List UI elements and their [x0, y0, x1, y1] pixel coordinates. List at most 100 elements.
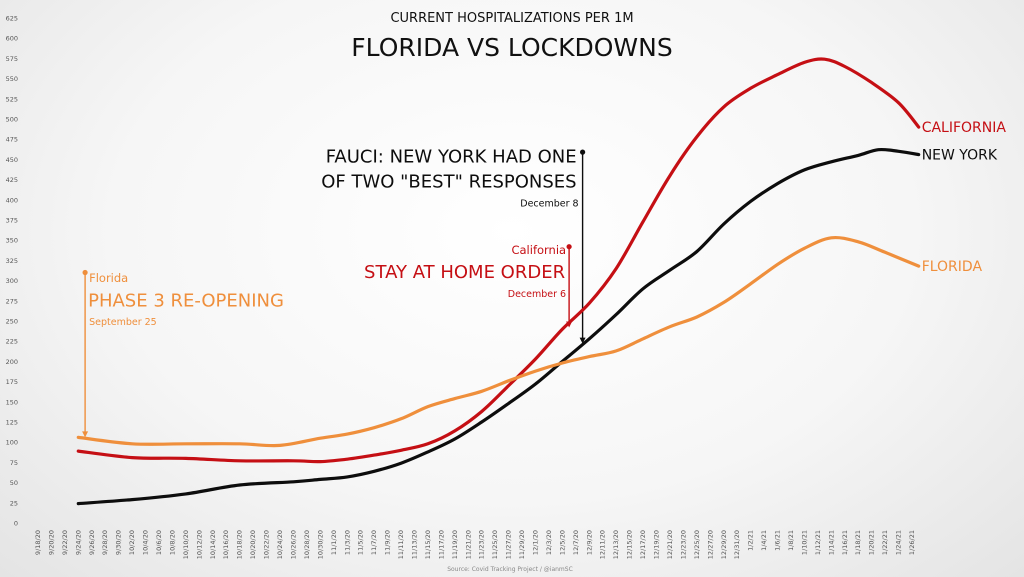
y-tick-label: 100 — [6, 439, 18, 447]
x-tick-label: 12/17/20 — [639, 530, 647, 559]
x-tick-label: 1/14/21 — [827, 530, 835, 555]
annotation-dot — [566, 244, 572, 250]
y-tick-label: 350 — [6, 237, 18, 245]
x-tick-label: 9/20/20 — [47, 530, 55, 555]
y-tick-label: 50 — [10, 479, 18, 487]
x-tick-label: 1/2/21 — [747, 530, 755, 551]
annotation-arrowhead — [579, 337, 586, 344]
x-tick-label: 11/25/20 — [491, 530, 499, 559]
x-tick-label: 10/12/20 — [195, 530, 203, 559]
annotation-note: September 25 — [89, 317, 157, 328]
y-tick-label: 275 — [6, 297, 18, 305]
x-tick-label: 12/9/20 — [585, 530, 593, 555]
x-tick-label: 12/27/20 — [706, 530, 714, 559]
x-tick-label: 10/22/20 — [263, 530, 271, 559]
annotation-headline: STAY AT HOME ORDER — [364, 262, 565, 283]
x-tick-label: 9/30/20 — [115, 530, 123, 555]
annotation-note: December 8 — [520, 198, 578, 209]
x-tick-label: 1/10/21 — [800, 530, 808, 555]
y-tick-label: 125 — [6, 419, 18, 427]
x-tick-label: 1/20/21 — [868, 530, 876, 555]
x-tick-label: 1/22/21 — [881, 530, 889, 555]
annotation-arrowhead — [82, 431, 89, 438]
y-tick-label: 200 — [6, 358, 18, 366]
x-tick-label: 12/5/20 — [558, 530, 566, 555]
y-tick-label: 225 — [6, 338, 18, 346]
x-tick-label: 9/28/20 — [101, 530, 109, 555]
x-tick-label: 11/1/20 — [330, 530, 338, 555]
x-tick-label: 10/18/20 — [236, 530, 244, 559]
x-tick-label: 1/24/21 — [895, 530, 903, 555]
x-tick-label: 9/22/20 — [61, 530, 69, 555]
y-tick-label: 250 — [6, 318, 18, 326]
x-tick-label: 12/29/20 — [720, 530, 728, 559]
series-line-california — [76, 57, 921, 464]
y-tick-label: 400 — [6, 196, 18, 204]
x-tick-label: 11/15/20 — [424, 530, 432, 559]
y-tick-label: 550 — [6, 75, 18, 83]
y-tick-label: 575 — [6, 55, 18, 63]
x-tick-label: 1/4/21 — [760, 530, 768, 551]
x-tick-label: 12/3/20 — [545, 530, 553, 555]
y-tick-label: 625 — [6, 15, 18, 23]
x-tick-label: 1/6/21 — [774, 530, 782, 551]
x-tick-label: 11/19/20 — [451, 530, 459, 559]
x-tick-label: 10/4/20 — [142, 530, 150, 555]
y-tick-label: 175 — [6, 378, 18, 386]
y-tick-label: 25 — [10, 499, 18, 507]
x-tick-label: 1/18/21 — [854, 530, 862, 555]
y-tick-label: 450 — [6, 156, 18, 164]
y-tick-label: 325 — [6, 257, 18, 265]
y-axis: 0 25 50 75 100 125 150 175 200 225 250 275 300 325 350… — [6, 15, 18, 528]
y-tick-label: 500 — [6, 116, 18, 124]
x-tick-label: 11/29/20 — [518, 530, 526, 559]
x-tick-label: 10/20/20 — [249, 530, 257, 559]
x-tick-label: 10/10/20 — [182, 530, 190, 559]
chart-title: CURRENT HOSPITALIZATIONS PER 1M — [390, 11, 633, 26]
x-tick-label: 1/26/21 — [908, 530, 916, 555]
annotation-headline: FAUCI: NEW YORK HAD ONE — [326, 147, 577, 168]
x-tick-label: 12/11/20 — [599, 530, 607, 559]
annotation-headline: PHASE 3 RE-OPENING — [88, 291, 284, 312]
x-tick-label: 12/1/20 — [532, 530, 540, 555]
series-label-california: CALIFORNIA — [922, 120, 1007, 136]
y-tick-label: 300 — [6, 277, 18, 285]
x-tick-label: 1/16/21 — [841, 530, 849, 555]
x-tick-label: 12/21/20 — [666, 530, 674, 559]
x-tick-label: 10/24/20 — [276, 530, 284, 559]
x-tick-label: 12/31/20 — [733, 530, 741, 559]
x-tick-label: 11/23/20 — [478, 530, 486, 559]
y-tick-label: 150 — [6, 398, 18, 406]
annotation-headline: OF TWO "BEST" RESPONSES — [321, 172, 576, 193]
x-tick-label: 10/16/20 — [222, 530, 230, 559]
x-tick-label: 10/26/20 — [290, 530, 298, 559]
y-tick-label: 75 — [10, 459, 18, 467]
x-tick-label: 1/8/21 — [787, 530, 795, 551]
chart-subtitle: FLORIDA VS LOCKDOWNS — [351, 33, 672, 62]
x-tick-label: 10/14/20 — [209, 530, 217, 559]
x-tick-label: 12/15/20 — [626, 530, 634, 559]
x-tick-label: 11/7/20 — [370, 530, 378, 555]
series-lines: CALIFORNIA NEW YORK FLORIDA — [76, 57, 1007, 506]
series-line-florida — [76, 235, 921, 448]
y-tick-label: 375 — [6, 217, 18, 225]
annotation-dot — [580, 149, 586, 155]
y-tick-label: 425 — [6, 176, 18, 184]
source-note: Source: Covid Tracking Project / @ianmSC — [447, 566, 573, 573]
x-tick-label: 11/11/20 — [397, 530, 405, 559]
x-tick-label: 10/2/20 — [128, 530, 136, 555]
x-tick-label: 11/9/20 — [384, 530, 392, 555]
y-tick-label: 525 — [6, 95, 18, 103]
annotation-dot — [82, 269, 88, 276]
x-tick-label: 11/21/20 — [464, 530, 472, 559]
x-tick-label: 12/25/20 — [693, 530, 701, 559]
annotation-note: December 6 — [508, 289, 566, 300]
x-tick-label: 12/7/20 — [572, 530, 580, 555]
series-label-new-york: NEW YORK — [922, 148, 998, 164]
y-tick-label: 0 — [14, 520, 18, 528]
x-tick-label: 10/6/20 — [155, 530, 163, 555]
annotation-label: California — [511, 243, 566, 257]
x-tick-label: 10/28/20 — [303, 530, 311, 559]
y-tick-label: 475 — [6, 136, 18, 144]
